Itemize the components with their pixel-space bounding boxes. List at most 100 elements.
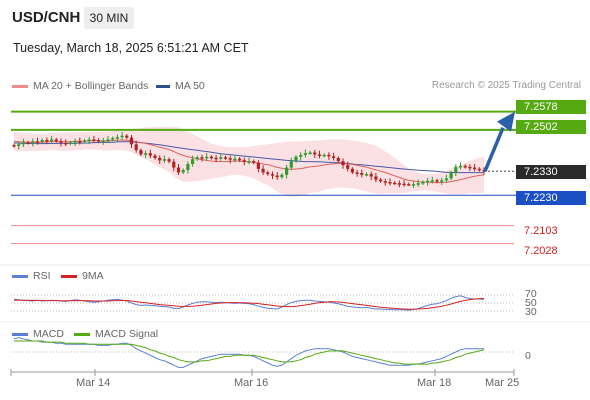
candle-body bbox=[144, 153, 148, 155]
candle-body bbox=[238, 158, 242, 161]
candle-body bbox=[289, 161, 293, 168]
candle-body bbox=[186, 164, 190, 170]
candle-body bbox=[78, 141, 82, 143]
candle-body bbox=[454, 166, 458, 173]
candle-body bbox=[402, 183, 406, 186]
candle-body bbox=[383, 181, 387, 183]
candle-body bbox=[280, 174, 284, 178]
candle-body bbox=[336, 158, 340, 162]
candle-body bbox=[332, 156, 336, 158]
candle-body bbox=[101, 140, 105, 142]
timeframe-button[interactable]: 30 MIN bbox=[84, 7, 134, 29]
candle-body bbox=[435, 180, 439, 182]
candle-body bbox=[393, 182, 397, 185]
macd-legend-swatch bbox=[12, 333, 28, 336]
macd-signal-legend-label: MACD Signal bbox=[95, 328, 159, 340]
candle-body bbox=[111, 138, 115, 140]
candle-body bbox=[360, 173, 364, 175]
candle-body bbox=[82, 140, 87, 142]
macd-signal-legend-swatch bbox=[74, 333, 90, 336]
candle-body bbox=[200, 157, 204, 159]
macd-signal-line bbox=[14, 340, 485, 365]
candle-body bbox=[115, 137, 119, 139]
x-label-mar16: Mar 16 bbox=[234, 377, 269, 389]
ma50-legend-label: MA 50 bbox=[175, 80, 205, 92]
rsi-ma-line bbox=[14, 297, 485, 310]
candle-body bbox=[458, 165, 463, 168]
candle-body bbox=[407, 184, 411, 186]
candle-body bbox=[285, 167, 289, 175]
candle-body bbox=[369, 174, 373, 177]
candle-body bbox=[449, 172, 453, 179]
candle-body bbox=[125, 135, 129, 138]
candle-body bbox=[317, 154, 322, 156]
candle-body bbox=[261, 168, 265, 173]
candle-body bbox=[341, 161, 345, 166]
candle-body bbox=[388, 182, 392, 184]
candle-body bbox=[355, 172, 359, 174]
rsi-ma-legend-swatch bbox=[61, 275, 77, 278]
forecast-arrow-head bbox=[497, 111, 515, 132]
candle-body bbox=[26, 142, 30, 144]
support-2-label: 7.2028 bbox=[524, 245, 558, 257]
macd-zero-label: 0 bbox=[525, 350, 531, 362]
candle-body bbox=[209, 156, 213, 159]
candle-body bbox=[45, 140, 49, 142]
candle-body bbox=[219, 157, 223, 159]
candle-body bbox=[303, 153, 307, 155]
ma50-line bbox=[13, 141, 484, 174]
candle-body bbox=[134, 144, 138, 151]
candle-body bbox=[299, 154, 303, 157]
candle-body bbox=[35, 141, 40, 143]
forecast-arrow-shaft bbox=[483, 127, 505, 172]
candle-body bbox=[228, 158, 232, 160]
candle-body bbox=[97, 140, 101, 142]
candle-body bbox=[294, 156, 298, 162]
candle-body bbox=[473, 167, 477, 170]
candle-body bbox=[266, 172, 270, 175]
candle-body bbox=[68, 142, 72, 144]
candle-body bbox=[397, 183, 401, 185]
macd-legend-label: MACD bbox=[33, 328, 64, 340]
candle-body bbox=[139, 150, 143, 155]
candle-body bbox=[162, 159, 166, 161]
candle-body bbox=[172, 161, 176, 168]
candle-body bbox=[444, 178, 448, 181]
candle-body bbox=[426, 180, 430, 183]
candle-body bbox=[242, 160, 246, 162]
candle-body bbox=[50, 139, 54, 142]
candle-body bbox=[214, 157, 218, 160]
candle-body bbox=[73, 141, 77, 143]
candle-body bbox=[247, 161, 251, 163]
ma20-legend-swatch bbox=[12, 85, 28, 88]
rsi-legend-swatch bbox=[12, 275, 28, 278]
candle-body bbox=[17, 144, 21, 146]
candle-body bbox=[106, 139, 110, 142]
candle-body bbox=[364, 174, 369, 176]
candle-body bbox=[313, 152, 317, 155]
x-label-mar14: Mar 14 bbox=[76, 377, 111, 389]
candle-body bbox=[153, 155, 157, 158]
candle-body bbox=[256, 162, 260, 169]
candle-body bbox=[148, 153, 152, 156]
resistance-1-tag: 7.2502 bbox=[516, 120, 586, 134]
candle-body bbox=[120, 135, 124, 138]
candle-body bbox=[379, 179, 383, 182]
candle-body bbox=[195, 157, 199, 160]
candle-body bbox=[477, 168, 481, 171]
candle-body bbox=[233, 158, 237, 161]
candle-body bbox=[411, 184, 416, 186]
candle-body bbox=[12, 145, 16, 147]
candle-body bbox=[463, 165, 467, 168]
pivot-tag: 7.2230 bbox=[516, 191, 586, 205]
candle-body bbox=[327, 154, 331, 157]
candle-body bbox=[87, 139, 91, 142]
candle-body bbox=[440, 180, 444, 182]
last-price-tag: 7.2330 bbox=[516, 165, 586, 179]
candle-body bbox=[21, 142, 25, 145]
rsi-tick-30: 30 bbox=[525, 306, 537, 318]
candle-body bbox=[191, 159, 195, 164]
candle-body bbox=[129, 137, 134, 145]
